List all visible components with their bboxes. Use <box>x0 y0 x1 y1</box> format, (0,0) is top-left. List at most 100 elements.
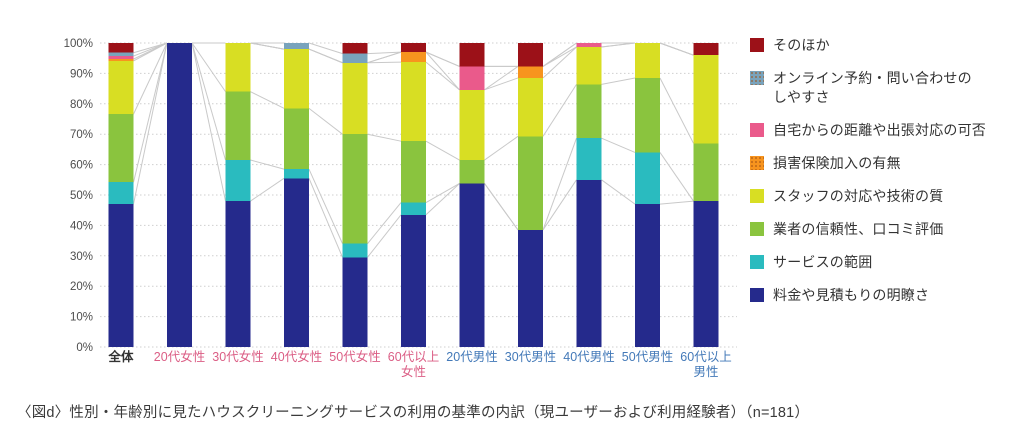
bar-segment <box>108 60 134 115</box>
bar-segment <box>284 108 309 170</box>
y-tick-label: 30% <box>70 251 93 263</box>
x-axis-label: 60代以上男性 <box>680 350 731 379</box>
x-axis-label: 30代男性 <box>505 350 556 364</box>
bar-segment <box>401 202 426 215</box>
legend-label: 損害保険加入の有無 <box>773 155 901 171</box>
connector-line <box>133 42 168 115</box>
connector-line <box>250 91 285 109</box>
connector-line <box>425 51 460 91</box>
y-tick-label: 20% <box>70 281 93 293</box>
legend-label: スタッフの対応や技術の質 <box>773 188 944 204</box>
bar-segment <box>108 56 134 60</box>
legend-label: オンライン予約・問い合わせの しやすさ <box>773 70 972 105</box>
connector-line <box>601 77 636 85</box>
chart-plot-area: 0% 10% 20% 30% 40% 50% 60% 70% 80% 90% 100% 全体 20代女性… <box>64 38 737 379</box>
connector-line <box>191 42 226 161</box>
connector-line <box>367 133 402 142</box>
connector-line <box>133 42 168 183</box>
bar-segment <box>459 89 485 161</box>
legend-swatch-icon <box>750 255 764 269</box>
y-tick-label: 50% <box>70 190 93 202</box>
bar-segment <box>284 169 309 179</box>
bar-segment <box>576 43 602 47</box>
connector-line <box>191 42 226 202</box>
bar-segment <box>401 43 426 53</box>
connector-line <box>133 42 168 54</box>
connector-line <box>250 42 285 50</box>
connector-line <box>659 152 694 202</box>
legend-label: そのほか <box>773 37 830 53</box>
legend-label: 業者の信頼性、口コミ評価 <box>773 221 944 237</box>
bar-segment <box>342 53 368 63</box>
y-tick-label: 100% <box>64 38 93 50</box>
connector-line <box>133 42 168 57</box>
connector-line <box>250 159 285 170</box>
bar-segment <box>693 201 719 347</box>
y-tick-label: 90% <box>70 68 93 80</box>
connector-line <box>484 183 519 231</box>
bar-segment <box>225 160 251 202</box>
x-axis-label: 30代女性 <box>212 349 263 364</box>
bar-segment <box>693 55 719 144</box>
bar-segment <box>342 243 368 258</box>
bar-segment <box>108 52 134 57</box>
legend-label: 自宅からの距離や出張対応の可否 <box>773 122 986 138</box>
y-tick-label: 80% <box>70 99 93 111</box>
bar-segment <box>284 178 309 347</box>
x-axis-label: 20代男性 <box>446 350 497 364</box>
connector-line <box>659 42 694 56</box>
x-axis-label: 40代女性 <box>271 349 322 364</box>
legend-swatch-icon <box>750 288 764 302</box>
bar-segment <box>401 141 426 203</box>
bar-segment <box>342 257 368 347</box>
bar-segment <box>518 77 543 137</box>
bar-segment <box>167 43 192 347</box>
legend-item-3: 損害保険加入の有無 <box>750 154 1016 173</box>
connector-line <box>367 214 402 258</box>
bar-segment <box>518 66 543 78</box>
bar-segment <box>635 152 660 205</box>
connector-line <box>601 137 636 153</box>
connector-line <box>308 42 343 55</box>
connector-line <box>542 46 577 67</box>
connector-line <box>308 48 343 64</box>
connector-line <box>601 179 636 205</box>
bar-segment <box>342 43 368 54</box>
connector-line <box>659 77 694 144</box>
legend-item-4: スタッフの対応や技術の質 <box>750 187 1016 206</box>
bar-segment <box>693 143 719 202</box>
legend-item-7: 料金や見積もりの明瞭さ <box>750 286 1016 305</box>
bar-segment <box>635 77 660 153</box>
bar-segment <box>225 91 251 161</box>
connector-line <box>542 84 577 137</box>
bar-segment <box>576 46 602 85</box>
bar-segment <box>401 214 426 347</box>
x-axis-label: 40代男性 <box>563 350 614 364</box>
bar-segment <box>635 204 660 347</box>
legend-swatch-icon <box>750 156 764 170</box>
legend-swatch-icon <box>750 189 764 203</box>
legend-swatch-icon <box>750 71 764 85</box>
bar-segment <box>576 179 602 347</box>
bar-segment <box>401 62 426 142</box>
bar-segment <box>108 114 134 183</box>
y-tick-label: 60% <box>70 160 93 172</box>
connector-line <box>308 178 343 258</box>
bar-segment <box>225 201 251 347</box>
connector-line <box>484 135 519 161</box>
bar-segment <box>459 160 485 184</box>
connector-line <box>425 140 460 161</box>
x-axis-label: 20代女性 <box>154 349 205 364</box>
connector-line <box>425 183 460 204</box>
chart-legend: そのほかオンライン予約・問い合わせの しやすさ自宅からの距離や出張対応の可否 損害… <box>750 36 1016 305</box>
stacked-bar-chart: 0% 10% 20% 30% 40% 50% 60% 70% 80% 90% 100% 全体 20代女性… <box>64 38 737 379</box>
legend-swatch-icon <box>750 38 764 52</box>
bar-segment <box>576 138 602 180</box>
bar-segment <box>635 43 660 78</box>
bar-segment <box>284 49 309 109</box>
x-axis-label: 50代男性 <box>622 350 673 364</box>
figure-caption: 〈図d〉性別・年齢別に見たハウスクリーニングサービスの利用の基準の内訳（現ユーザ… <box>17 405 810 421</box>
bar-segment <box>225 43 251 92</box>
legend-item-6: サービスの範囲 <box>750 253 1016 272</box>
bar-segment <box>518 229 543 347</box>
